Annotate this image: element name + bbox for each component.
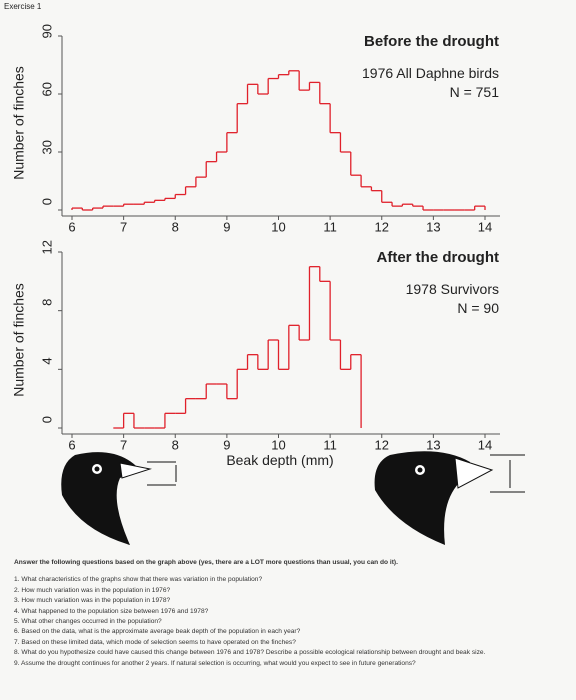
y-axis-label: Number of finches	[11, 66, 27, 180]
x-tick-label: 11	[323, 437, 337, 452]
x-tick-label: 8	[172, 219, 179, 234]
y-tick-label: 90	[39, 24, 54, 38]
question: 3. How much variation was in the populat…	[14, 597, 171, 605]
x-tick-label: 10	[271, 437, 285, 452]
y-tick-label: 30	[39, 140, 54, 154]
questions-intro: Answer the following questions based on …	[14, 559, 398, 566]
x-tick-label: 8	[172, 437, 179, 452]
y-tick-label: 8	[39, 299, 54, 306]
exercise-title: Exercise 1	[4, 2, 42, 11]
chart-subtitle: 1978 Survivors	[406, 281, 499, 297]
bird-small-beak	[61, 452, 177, 545]
y-tick-label: 0	[39, 198, 54, 205]
x-tick-label: 7	[120, 437, 127, 452]
sample-size: N = 751	[450, 84, 500, 100]
questions: Answer the following questions based on …	[14, 558, 564, 669]
question: 4. What happened to the population size …	[14, 607, 209, 615]
chart-title: Before the drought	[364, 33, 499, 50]
question: 5. What other changes occurred in the po…	[14, 618, 162, 626]
question: 9. Assume the drought continues for anot…	[14, 659, 416, 667]
x-tick-label: 9	[223, 437, 230, 452]
x-tick-label: 9	[223, 219, 230, 234]
x-tick-label: 7	[120, 219, 127, 234]
y-axis-label: Number of finches	[11, 283, 27, 397]
y-tick-label: 0	[39, 416, 54, 423]
question: 1. What characteristics of the graphs sh…	[14, 576, 263, 584]
y-tick-label: 60	[39, 82, 54, 96]
chart-title: After the drought	[377, 249, 499, 266]
x-tick-label: 11	[323, 219, 337, 234]
question: 6. Based on the data, what is the approx…	[14, 628, 301, 636]
x-tick-label: 13	[426, 219, 440, 234]
x-tick-label: 14	[478, 437, 492, 452]
x-tick-label: 10	[271, 219, 285, 234]
question: 7. Based on these limited data, which mo…	[14, 638, 296, 646]
chart-subtitle: 1976 All Daphne birds	[362, 65, 499, 81]
x-tick-label: 12	[375, 437, 389, 452]
question: 8. What do you hypothesize could have ca…	[14, 649, 486, 657]
x-tick-label: 12	[375, 219, 389, 234]
x-tick-label: 14	[478, 219, 492, 234]
x-tick-label: 13	[426, 437, 440, 452]
x-axis-label: Beak depth (mm)	[226, 452, 333, 468]
question: 2. How much variation was in the populat…	[14, 586, 171, 594]
x-tick-label: 6	[68, 437, 75, 452]
y-tick-label: 4	[39, 357, 54, 364]
bird-large-beak	[374, 451, 525, 545]
sample-size: N = 90	[457, 300, 499, 316]
y-tick-label: 12	[39, 240, 54, 254]
x-tick-label: 6	[68, 219, 75, 234]
